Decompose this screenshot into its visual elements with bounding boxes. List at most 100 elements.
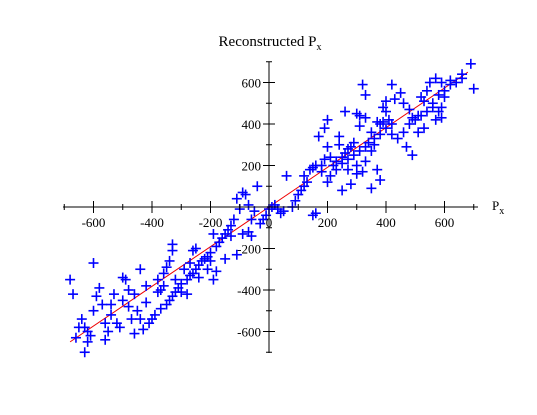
- y-tick-label: -200: [237, 242, 261, 257]
- data-point: [395, 87, 406, 98]
- y-tick-label: -600: [237, 325, 261, 340]
- data-point: [88, 258, 99, 269]
- data-point: [281, 170, 292, 181]
- y-tick-label: -400: [237, 283, 261, 298]
- data-point: [316, 166, 327, 177]
- data-point: [401, 141, 412, 152]
- data-point: [404, 119, 415, 129]
- data-point: [135, 264, 146, 275]
- data-point: [360, 89, 371, 100]
- data-point: [413, 127, 424, 138]
- data-point: [208, 274, 219, 285]
- data-point: [433, 89, 444, 100]
- data-point: [225, 231, 236, 242]
- data-point: [366, 183, 377, 194]
- data-point: [375, 129, 386, 140]
- data-point: [117, 272, 128, 283]
- x-tick-label: 200: [318, 215, 338, 230]
- x-tick-label: 400: [376, 215, 396, 230]
- data-point: [421, 106, 432, 117]
- data-point: [208, 228, 219, 239]
- data-point: [363, 137, 374, 148]
- data-point: [430, 73, 441, 84]
- data-point: [322, 114, 333, 125]
- data-point: [106, 299, 117, 310]
- data-point: [117, 295, 128, 306]
- data-point: [94, 282, 105, 293]
- data-point: [205, 255, 216, 266]
- data-point: [103, 326, 114, 337]
- data-point: [65, 274, 76, 285]
- axes: -600 -400 -200 0 200 400 600 -600 -400 -200 200 400…: [63, 61, 478, 353]
- data-point: [351, 108, 362, 119]
- data-point: [176, 287, 187, 298]
- data-point: [404, 104, 415, 115]
- data-point: [354, 121, 365, 132]
- data-point: [348, 150, 359, 161]
- data-point: [76, 314, 87, 325]
- data-point: [111, 318, 122, 329]
- data-point: [445, 79, 456, 90]
- data-point: [185, 258, 196, 269]
- y-tick-label: 600: [242, 76, 262, 91]
- x-tick-label: 0: [266, 215, 273, 230]
- data-point: [231, 249, 242, 260]
- data-point: [152, 274, 163, 285]
- data-point: [342, 154, 353, 165]
- data-point: [340, 106, 351, 117]
- data-point: [129, 328, 140, 339]
- data-point: [319, 123, 330, 134]
- data-point: [246, 231, 257, 242]
- data-point: [354, 145, 365, 156]
- x-axis-label-main: P: [492, 198, 499, 213]
- data-point: [383, 114, 394, 125]
- data-point: [325, 170, 336, 181]
- data-point: [331, 164, 342, 175]
- data-point: [322, 141, 333, 152]
- data-point: [424, 77, 435, 88]
- data-point: [167, 245, 178, 256]
- data-point: [135, 314, 146, 325]
- data-point: [337, 185, 348, 196]
- data-point: [372, 164, 383, 175]
- data-point: [313, 131, 324, 142]
- data-point: [360, 156, 371, 167]
- data-point: [100, 318, 111, 329]
- data-point: [68, 289, 79, 300]
- data-point: [220, 253, 231, 264]
- data-point: [144, 318, 155, 329]
- data-point: [202, 264, 213, 275]
- data-point: [299, 170, 310, 181]
- data-point: [249, 206, 260, 217]
- data-point: [381, 123, 391, 134]
- data-point: [293, 189, 304, 200]
- data-point: [357, 79, 368, 90]
- data-point: [392, 133, 403, 144]
- data-point: [398, 127, 409, 138]
- y-tick-label: 200: [242, 159, 262, 174]
- data-point: [97, 299, 108, 310]
- data-point: [342, 164, 353, 175]
- x-tick-label: 600: [435, 215, 455, 230]
- data-point: [79, 322, 90, 333]
- data-point: [389, 94, 400, 105]
- data-point: [237, 187, 248, 198]
- data-point: [325, 152, 336, 163]
- x-tick-label: -400: [140, 215, 164, 230]
- data-point: [421, 85, 432, 96]
- data-point: [419, 123, 430, 134]
- data-point: [357, 166, 368, 177]
- data-point: [304, 164, 315, 175]
- data-point: [108, 289, 119, 300]
- data-point: [386, 79, 397, 90]
- data-point: [100, 334, 111, 345]
- data-point: [378, 102, 389, 113]
- data-point: [164, 255, 175, 266]
- data-point: [193, 272, 204, 283]
- data-point: [141, 297, 152, 308]
- chart-title-subscript: x: [316, 42, 321, 53]
- data-point: [451, 77, 462, 88]
- data-point: [161, 262, 172, 273]
- data-point: [468, 83, 479, 94]
- data-point: [319, 154, 330, 165]
